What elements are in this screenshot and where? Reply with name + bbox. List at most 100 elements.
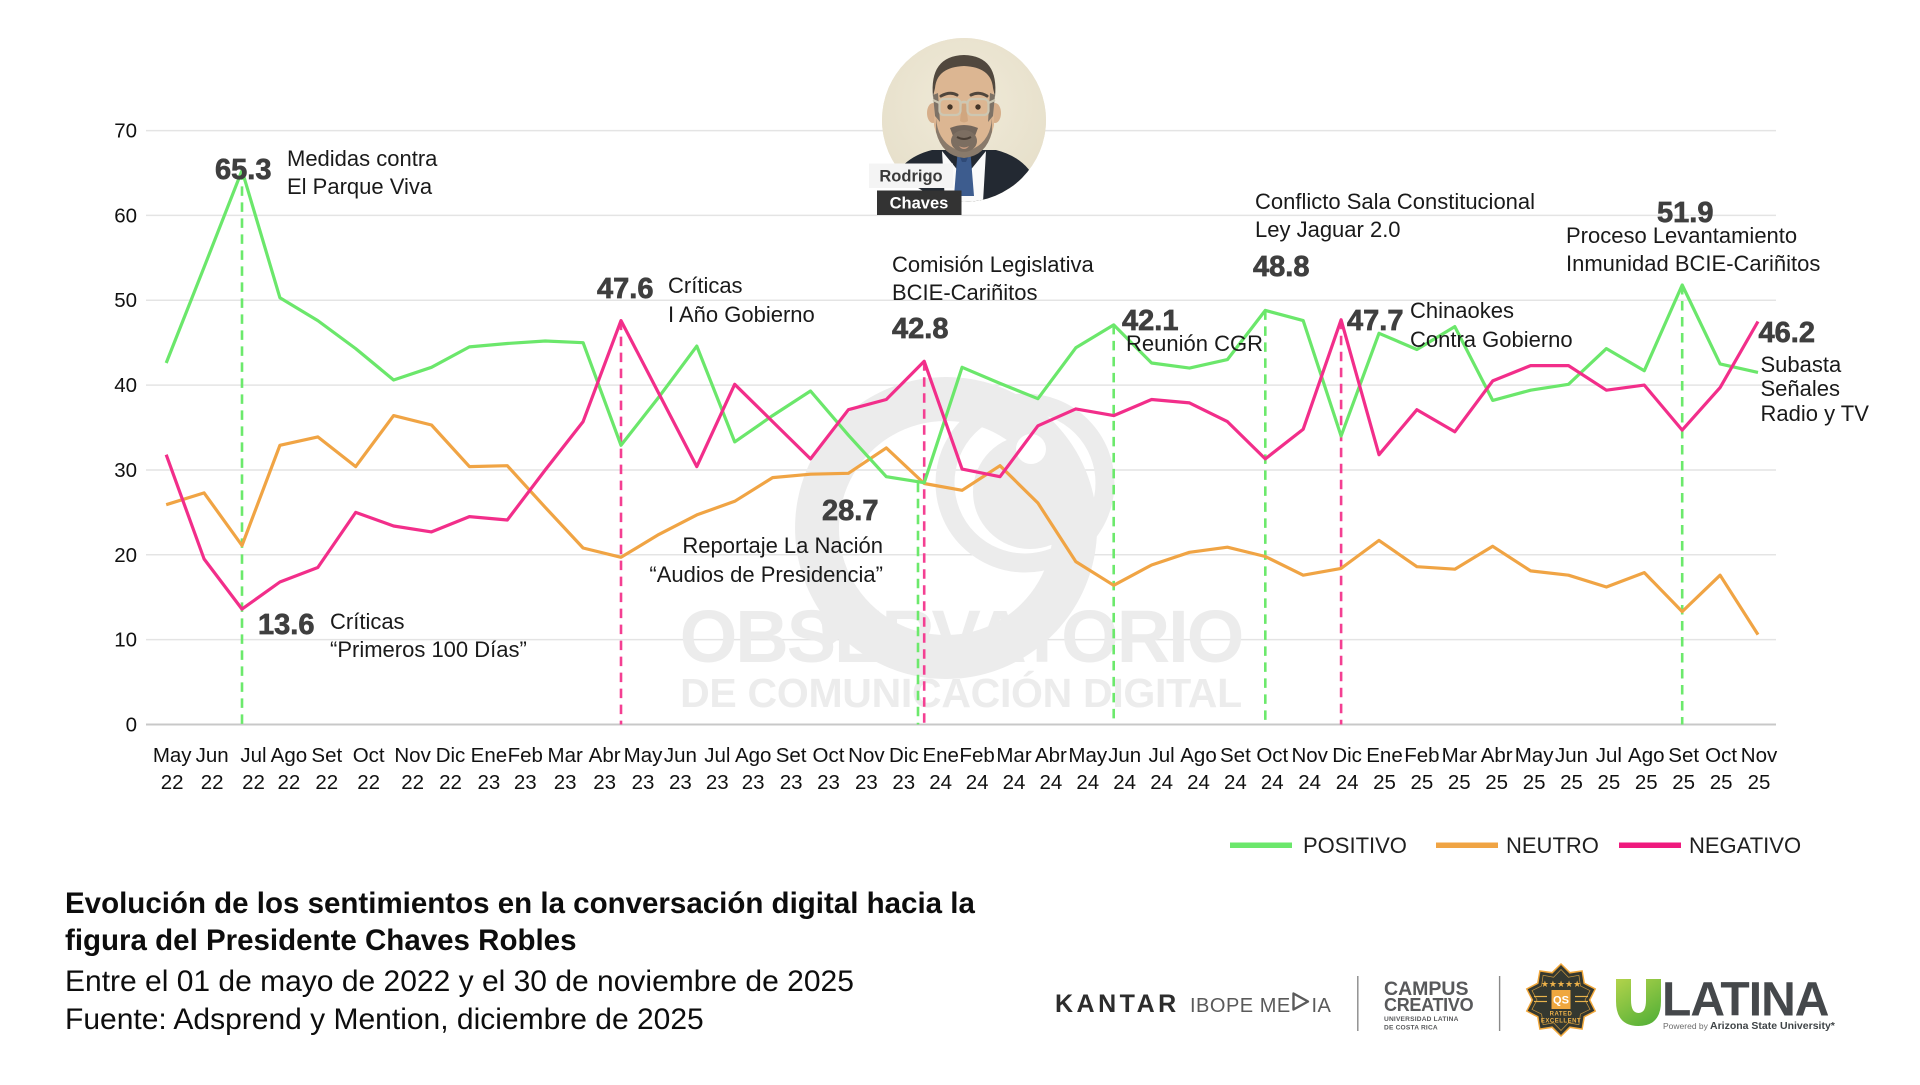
svg-text:25: 25: [1410, 771, 1433, 794]
svg-text:CAMPUS: CAMPUS: [1384, 978, 1469, 1000]
svg-text:25: 25: [1485, 771, 1508, 794]
svg-text:22: 22: [401, 771, 424, 794]
svg-text:13.6: 13.6: [258, 609, 314, 641]
svg-text:60: 60: [114, 204, 137, 227]
svg-text:Nov: Nov: [1741, 744, 1778, 767]
svg-text:23: 23: [742, 771, 765, 794]
svg-text:47.7: 47.7: [1347, 305, 1403, 337]
svg-text:23: 23: [706, 771, 729, 794]
svg-text:Dic: Dic: [1332, 744, 1362, 767]
svg-text:Jul: Jul: [240, 744, 266, 767]
svg-text:IA: IA: [1312, 995, 1332, 1017]
svg-text:Subasta: Subasta: [1761, 352, 1842, 377]
svg-text:I Año Gobierno: I Año Gobierno: [668, 302, 815, 327]
svg-text:22: 22: [277, 771, 300, 794]
svg-text:“Audios de Presidencia”: “Audios de Presidencia”: [649, 562, 883, 587]
svg-text:Abr: Abr: [589, 744, 621, 767]
svg-text:Jul: Jul: [704, 744, 730, 767]
svg-text:42.1: 42.1: [1122, 305, 1178, 337]
svg-text:Set: Set: [776, 744, 807, 767]
svg-text:Oct: Oct: [1256, 744, 1288, 767]
svg-text:Set: Set: [1668, 744, 1699, 767]
svg-text:Set: Set: [311, 744, 342, 767]
svg-text:24: 24: [1298, 771, 1321, 794]
svg-text:Feb: Feb: [508, 744, 543, 767]
svg-text:Jun: Jun: [196, 744, 229, 767]
svg-text:Mar: Mar: [548, 744, 583, 767]
svg-text:El Parque Viva: El Parque Viva: [287, 174, 433, 199]
svg-text:23: 23: [477, 771, 500, 794]
svg-text:Abr: Abr: [1481, 744, 1513, 767]
svg-text:“Primeros 100 Días”: “Primeros 100 Días”: [330, 637, 527, 662]
svg-text:Feb: Feb: [959, 744, 994, 767]
svg-text:Entre el 01 de mayo de 2022 y: Entre el 01 de mayo de 2022 y el 30 de n…: [65, 965, 854, 998]
svg-text:May: May: [1068, 744, 1107, 767]
svg-text:Jun: Jun: [1108, 744, 1141, 767]
svg-text:UNIVERSIDAD LATINA: UNIVERSIDAD LATINA: [1384, 1016, 1459, 1023]
svg-text:Nov: Nov: [1291, 744, 1328, 767]
svg-text:25: 25: [1748, 771, 1771, 794]
svg-text:Feb: Feb: [1404, 744, 1439, 767]
svg-text:Reunión CGR: Reunión CGR: [1126, 331, 1263, 356]
svg-text:Dic: Dic: [889, 744, 919, 767]
svg-text:Fuente: Adsprend y Mention, di: Fuente: Adsprend y Mention, diciembre de…: [65, 1003, 704, 1036]
svg-text:48.8: 48.8: [1253, 251, 1309, 283]
svg-text:May: May: [153, 744, 192, 767]
svg-text:NEUTRO: NEUTRO: [1506, 833, 1599, 858]
svg-text:LATINA: LATINA: [1662, 974, 1829, 1027]
svg-text:22: 22: [315, 771, 338, 794]
svg-text:Jun: Jun: [664, 744, 697, 767]
svg-text:Dic: Dic: [436, 744, 466, 767]
svg-text:Inmunidad BCIE-Cariñitos: Inmunidad BCIE-Cariñitos: [1566, 251, 1820, 276]
svg-text:Nov: Nov: [394, 744, 431, 767]
svg-text:25: 25: [1597, 771, 1620, 794]
svg-text:23: 23: [780, 771, 803, 794]
svg-text:23: 23: [632, 771, 655, 794]
svg-text:Rodrigo: Rodrigo: [879, 168, 942, 186]
svg-text:24: 24: [1003, 771, 1026, 794]
svg-text:Reportaje La Nación: Reportaje La Nación: [682, 533, 883, 558]
svg-text:25: 25: [1635, 771, 1658, 794]
svg-text:May: May: [1515, 744, 1554, 767]
svg-text:25: 25: [1523, 771, 1546, 794]
svg-text:23: 23: [554, 771, 577, 794]
svg-text:Ene: Ene: [471, 744, 507, 767]
svg-text:28.7: 28.7: [822, 495, 878, 527]
svg-text:30: 30: [114, 459, 137, 482]
svg-text:22: 22: [439, 771, 462, 794]
svg-text:KANTAR: KANTAR: [1055, 990, 1180, 1018]
svg-text:IBOPE ME: IBOPE ME: [1190, 995, 1291, 1017]
svg-text:Ago: Ago: [1180, 744, 1216, 767]
svg-text:Críticas: Críticas: [330, 609, 405, 634]
svg-text:70: 70: [114, 120, 137, 143]
svg-text:Chinaokes: Chinaokes: [1410, 298, 1514, 323]
svg-text:24: 24: [1261, 771, 1284, 794]
svg-text:65.3: 65.3: [215, 154, 271, 186]
svg-text:Arizona State University*: Arizona State University*: [1710, 1020, 1836, 1032]
svg-text:Jul: Jul: [1148, 744, 1174, 767]
svg-text:23: 23: [855, 771, 878, 794]
svg-text:Powered by: Powered by: [1663, 1021, 1709, 1031]
svg-text:POSITIVO: POSITIVO: [1303, 833, 1407, 858]
svg-text:51.9: 51.9: [1657, 197, 1713, 229]
svg-text:Contra Gobierno: Contra Gobierno: [1410, 327, 1573, 352]
svg-text:25: 25: [1560, 771, 1583, 794]
svg-text:OBSERVATORIO: OBSERVATORIO: [680, 595, 1243, 678]
svg-text:23: 23: [514, 771, 537, 794]
svg-text:0: 0: [126, 714, 137, 737]
svg-text:Proceso Levantamiento: Proceso Levantamiento: [1566, 223, 1797, 248]
svg-text:Ago: Ago: [271, 744, 307, 767]
svg-text:22: 22: [201, 771, 224, 794]
svg-text:RATED: RATED: [1550, 1012, 1573, 1018]
svg-text:24: 24: [966, 771, 989, 794]
svg-text:42.8: 42.8: [892, 313, 948, 345]
svg-text:24: 24: [1039, 771, 1062, 794]
svg-text:Jul: Jul: [1596, 744, 1622, 767]
svg-text:Evolución de los sentimientos: Evolución de los sentimientos en la conv…: [65, 887, 975, 920]
svg-text:May: May: [624, 744, 663, 767]
svg-text:46.2: 46.2: [1759, 317, 1815, 349]
svg-text:25: 25: [1710, 771, 1733, 794]
svg-text:Set: Set: [1220, 744, 1251, 767]
svg-text:24: 24: [1113, 771, 1136, 794]
svg-text:Oct: Oct: [1705, 744, 1737, 767]
